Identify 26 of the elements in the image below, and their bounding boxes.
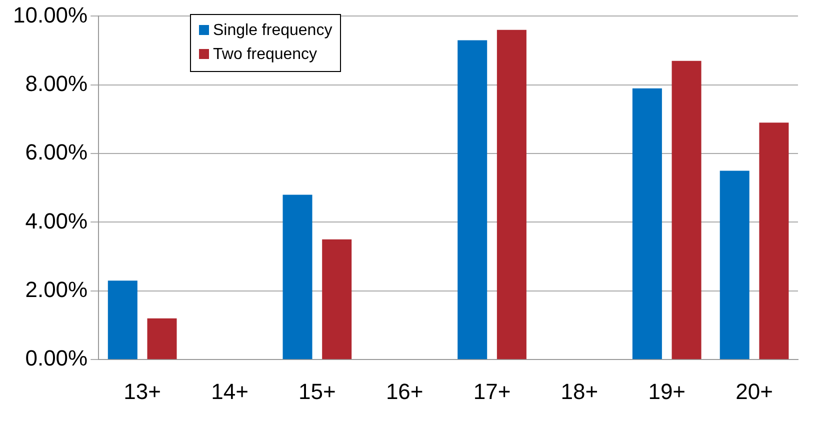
bar xyxy=(282,194,312,360)
x-tick-label: 16+ xyxy=(386,378,424,404)
y-tick-label: 0.00% xyxy=(25,346,88,371)
y-tick-label: 6.00% xyxy=(25,140,88,165)
y-tick-label: 8.00% xyxy=(25,70,88,96)
y-tick-label: 2.00% xyxy=(25,276,88,302)
x-tick-label: 20+ xyxy=(736,378,773,404)
bar xyxy=(108,280,138,360)
bar xyxy=(759,122,789,360)
bar xyxy=(458,40,488,360)
bar xyxy=(147,318,177,360)
x-tick-label: 15+ xyxy=(298,378,336,404)
bar xyxy=(672,60,702,360)
x-tick-label: 14+ xyxy=(211,378,248,404)
x-tick-label: 18+ xyxy=(560,378,598,404)
bar xyxy=(496,30,526,360)
bar xyxy=(632,88,662,360)
x-tick-label: 19+ xyxy=(648,378,686,404)
x-tick-label: 17+ xyxy=(473,378,511,404)
legend-label: Single frequency xyxy=(213,22,332,39)
bar xyxy=(720,170,750,360)
y-tick-label: 10.00% xyxy=(12,2,88,28)
legend-label: Two frequency xyxy=(213,46,318,63)
bar xyxy=(322,239,352,360)
y-tick-label: 4.00% xyxy=(25,208,88,234)
x-tick-label: 13+ xyxy=(124,378,161,404)
